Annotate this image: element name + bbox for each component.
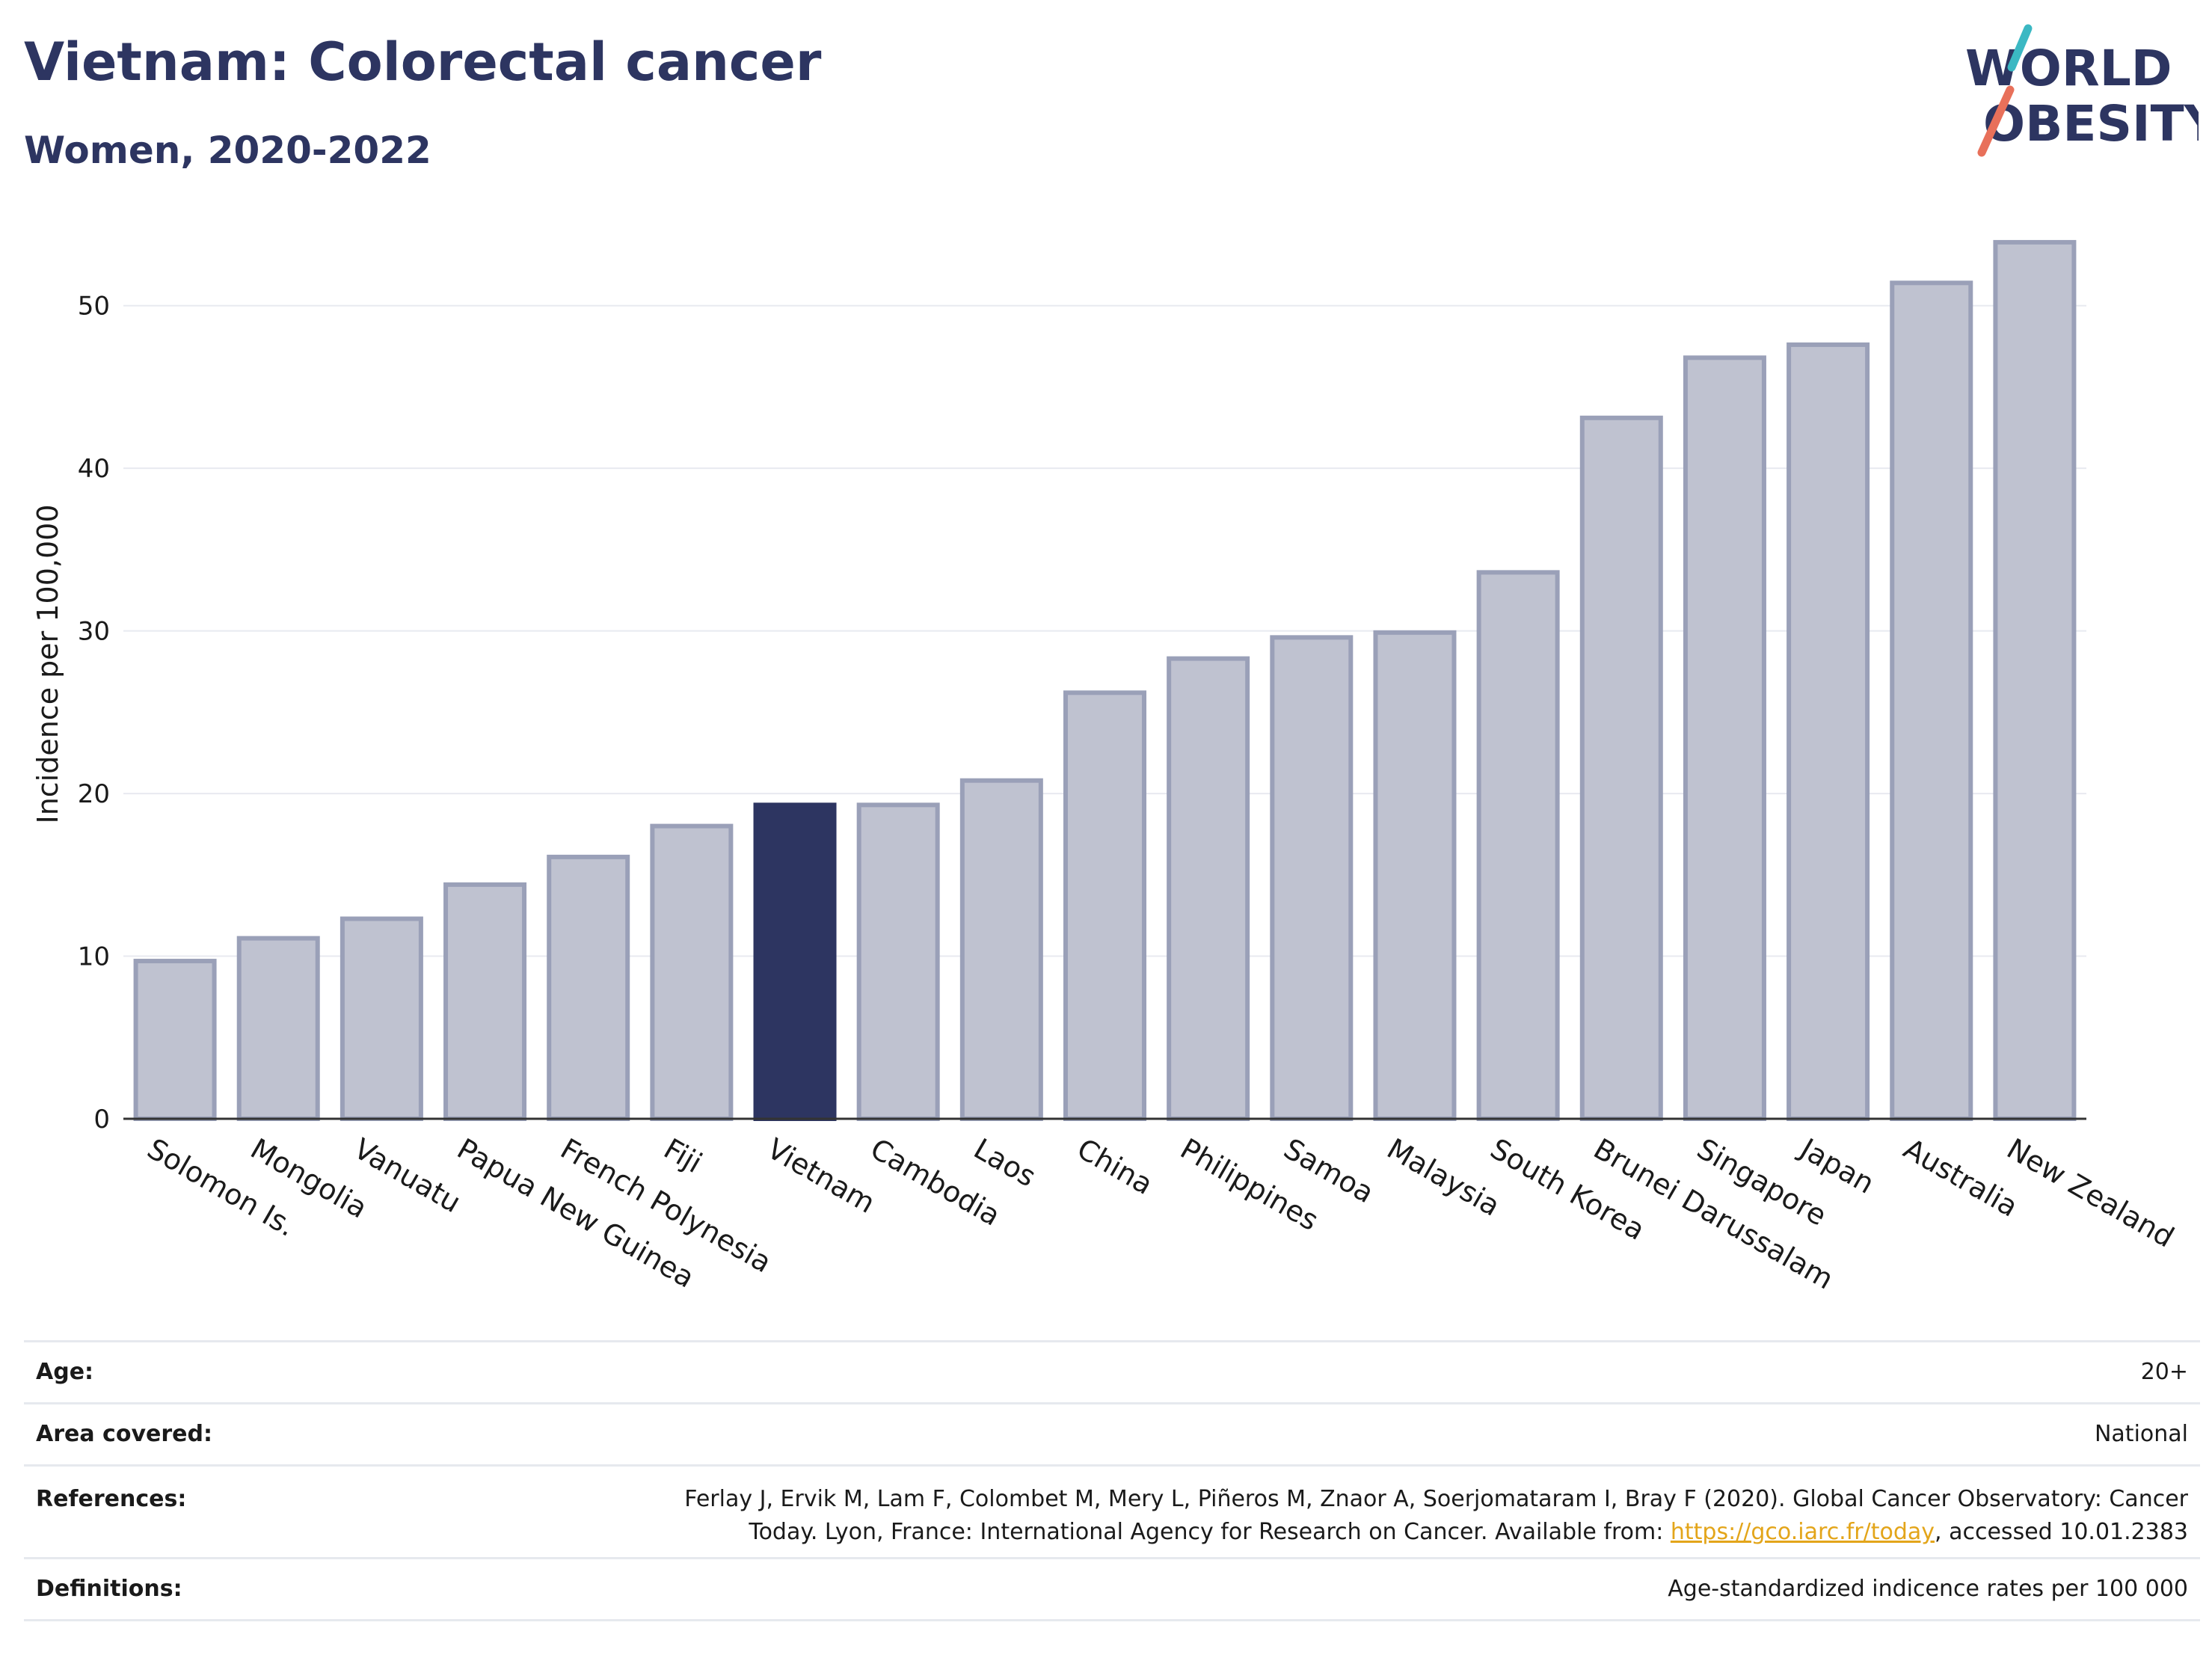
logo-word-world: WORLD	[1965, 40, 2172, 97]
y-tick-label: 40	[78, 454, 110, 484]
info-table: Age: 20+ Area covered: National Referenc…	[24, 1340, 2200, 1621]
x-tick-label: Laos	[968, 1132, 1042, 1194]
bar-solomon-is	[133, 959, 217, 1121]
references-text-pre: Today. Lyon, France: International Agenc…	[749, 1519, 1671, 1545]
info-row-definitions: Definitions: Age-standardized indicence …	[24, 1557, 2200, 1621]
definitions-label: Definitions:	[24, 1557, 362, 1621]
bar-new-zealand	[1993, 239, 2077, 1121]
y-axis-title: Incidence per 100,000	[31, 504, 64, 823]
y-tick-label: 20	[78, 779, 110, 809]
references-label: References:	[24, 1464, 362, 1559]
references-link[interactable]: https://gco.iarc.fr/today	[1670, 1519, 1935, 1545]
area-value: National	[362, 1402, 2200, 1467]
area-label: Area covered:	[24, 1402, 362, 1467]
y-tick-labels: 0 10 20 30 40 50	[78, 292, 110, 1134]
bar-south-korea	[1476, 570, 1560, 1121]
bar-fiji	[650, 823, 734, 1121]
x-tick-label: Malaysia	[1381, 1132, 1505, 1223]
definitions-value: Age-standardized indicence rates per 100…	[362, 1557, 2200, 1621]
bar-mongolia	[236, 936, 320, 1122]
bar-japan	[1787, 342, 1870, 1121]
x-tick-label: Australia	[1898, 1132, 2024, 1223]
page-title: Vietnam: Colorectal cancer	[24, 31, 822, 93]
bar-australia	[1890, 280, 1973, 1121]
info-row-area: Area covered: National	[24, 1402, 2200, 1467]
bar-vanuatu	[340, 916, 423, 1121]
bar-papua-new-guinea	[443, 882, 527, 1122]
info-row-references: References: Ferlay J, Ervik M, Lam F, Co…	[24, 1464, 2200, 1559]
bar-cambodia	[856, 802, 940, 1122]
world-obesity-logo: WORLD OBESITY	[1965, 24, 2199, 157]
bar-philippines	[1167, 656, 1250, 1121]
x-tick-label: New Zealand	[2001, 1132, 2179, 1254]
bar-vietnam	[753, 802, 837, 1122]
references-line-1: Ferlay J, Ervik M, Lam F, Colombet M, Me…	[684, 1486, 2188, 1512]
y-tick-label: 0	[93, 1105, 110, 1134]
logo-slash-teal	[2007, 24, 2033, 72]
bar-brunei-darussalam	[1579, 415, 1663, 1121]
references-value: Ferlay J, Ervik M, Lam F, Colombet M, Me…	[362, 1464, 2200, 1559]
x-tick-label: Vietnam	[762, 1132, 881, 1220]
references-text-post: , accessed 10.01.2383	[1935, 1519, 2188, 1545]
x-tick-label: China	[1072, 1132, 1158, 1201]
y-tick-label: 30	[78, 617, 110, 647]
bar-laos	[959, 778, 1043, 1122]
y-tick-label: 50	[78, 292, 110, 322]
references-line-2: Today. Lyon, France: International Agenc…	[374, 1516, 2188, 1549]
bar-french-polynesia	[547, 854, 630, 1121]
bar-singapore	[1683, 355, 1766, 1121]
y-tick-label: 10	[78, 942, 110, 972]
info-row-age: Age: 20+	[24, 1340, 2200, 1404]
age-value: 20+	[362, 1340, 2200, 1404]
logo-word-obesity: OBESITY	[1983, 95, 2199, 153]
bar-samoa	[1270, 635, 1354, 1121]
page-subtitle: Women, 2020-2022	[24, 129, 431, 172]
bars	[133, 239, 2077, 1122]
bar-chart: 0 10 20 30 40 50 Solomon Is.MongoliaVanuatuPa…	[31, 239, 2180, 1296]
bar-malaysia	[1373, 630, 1457, 1121]
x-tick-label: Fiji	[658, 1132, 707, 1179]
logo-slash-coral	[1977, 85, 2015, 157]
bar-china	[1063, 690, 1146, 1121]
age-label: Age:	[24, 1340, 362, 1404]
